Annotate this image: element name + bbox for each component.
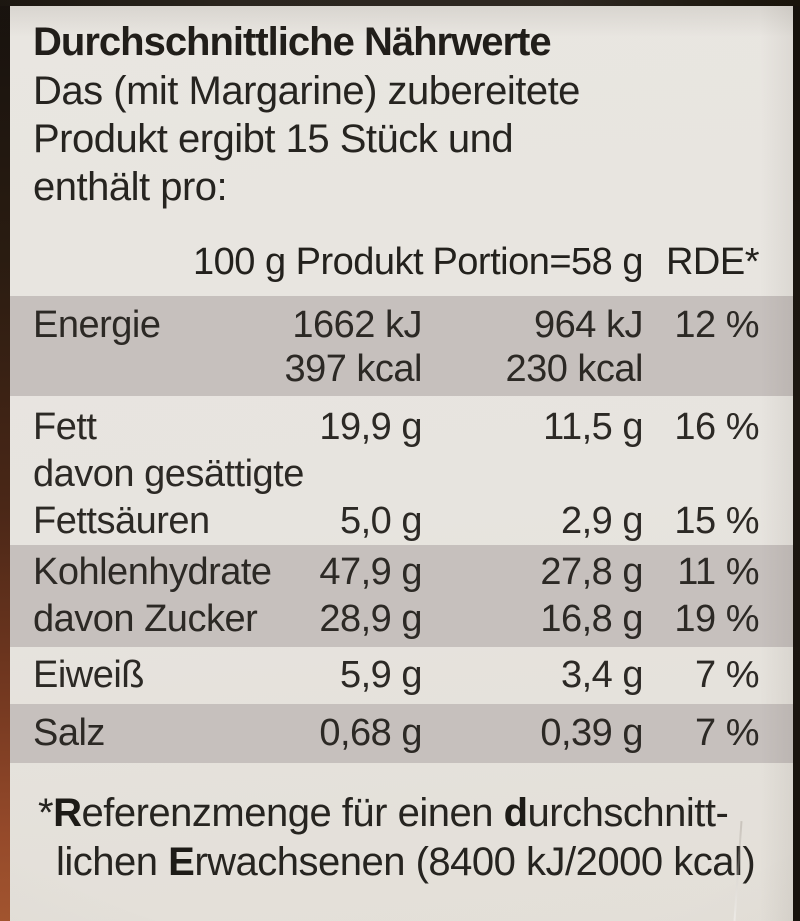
nutrient-value: 15 % xyxy=(674,500,759,542)
table-band-gray: Salz 0,68 g 0,39 g 7 % xyxy=(10,704,793,763)
label-title: Durchschnittliche Nährwerte xyxy=(33,20,552,64)
table-row: davon gesättigte xyxy=(10,451,793,498)
table-row: Eiweiß 5,9 g 3,4 g 7 % xyxy=(10,652,793,699)
table-row: davon Zucker 28,9 g 16,8 g 19 % xyxy=(10,596,793,643)
table-band-gray: Kohlenhydrate 47,9 g 27,8 g 11 % davon Zucke… xyxy=(10,545,793,647)
table-row: Energie 1662 kJ 964 kJ 12 % xyxy=(10,303,793,347)
nutrition-label: Durchschnittliche Nährwerte Das (mit Mar… xyxy=(10,6,793,921)
nutrient-value: 0,39 g xyxy=(540,712,643,754)
table-body: Energie 1662 kJ 964 kJ 12 % 397 kcal 230 kcal… xyxy=(10,296,793,763)
intro-line-2: Produkt ergibt 15 Stück und xyxy=(33,117,514,161)
nutrient-value xyxy=(643,451,759,498)
footnote-bold-letter: E xyxy=(168,840,195,884)
nutrient-value: 397 kcal xyxy=(284,348,422,390)
footnote-text: eferenzmenge für einen xyxy=(81,791,504,835)
nutrient-name: Kohlenhydrate xyxy=(33,551,272,593)
nutrient-value: 19,9 g xyxy=(319,406,422,448)
nutrient-name: Fettsäuren xyxy=(33,500,210,542)
nutrient-name: Energie xyxy=(33,304,161,346)
package-edge-left xyxy=(0,0,10,921)
package-edge-right xyxy=(793,0,800,921)
column-header-portion: Portion=58 g xyxy=(432,241,643,283)
table-row: Kohlenhydrate 47,9 g 27,8 g 11 % xyxy=(10,549,793,596)
nutrient-value: 2,9 g xyxy=(560,500,644,542)
nutrient-value: 7 % xyxy=(695,654,759,696)
nutrient-value: 964 kJ xyxy=(534,304,643,346)
intro-line-3: enthält pro: xyxy=(33,165,228,209)
table-band-white: Eiweiß 5,9 g 3,4 g 7 % xyxy=(10,647,793,704)
nutrient-value xyxy=(422,451,643,498)
nutrient-value: 27,8 g xyxy=(540,551,643,593)
column-header-empty xyxy=(33,237,193,287)
nutrient-name xyxy=(33,347,193,391)
nutrient-name: davon gesättigte xyxy=(33,453,304,495)
rde-footnote: *Referenzmenge für einen durchschnitt-li… xyxy=(38,789,763,887)
nutrient-value: 1662 kJ xyxy=(292,304,422,346)
nutrient-value: 230 kcal xyxy=(505,348,643,390)
footnote-bold-letter: R xyxy=(53,791,82,835)
table-header-row: 100 g Produkt Portion=58 g RDE* xyxy=(10,237,793,287)
footnote-bold-letter: d xyxy=(503,791,528,835)
nutrient-value: 5,0 g xyxy=(339,500,423,542)
package-edge-top xyxy=(0,0,800,6)
footnote-text: * xyxy=(38,791,54,835)
nutrient-name: Eiweiß xyxy=(33,654,145,696)
footnote-text: rwachsenen (8400 kJ/2000 kcal) xyxy=(194,840,756,884)
footnote-line: *Referenzmenge für einen durchschnitt- xyxy=(38,789,763,838)
nutrient-name: davon Zucker xyxy=(33,598,258,640)
table-row: 397 kcal 230 kcal xyxy=(10,347,793,391)
nutrient-value: 19 % xyxy=(674,598,759,640)
nutrient-value: 28,9 g xyxy=(319,598,422,640)
nutrient-value: 0,68 g xyxy=(319,712,422,754)
nutrient-value: 16 % xyxy=(674,406,759,448)
nutrient-value: 12 % xyxy=(674,304,759,346)
nutrient-value: 5,9 g xyxy=(339,654,423,696)
nutrient-value xyxy=(643,347,759,391)
table-band-white: Fett 19,9 g 11,5 g 16 % davon gesättigte Fett… xyxy=(10,396,793,545)
footnote-text: urchschnitt- xyxy=(527,791,729,835)
intro-text: Das (mit Margarine) zubereitete Produkt … xyxy=(33,67,793,211)
nutrient-value: 7 % xyxy=(695,712,759,754)
table-band-gray: Energie 1662 kJ 964 kJ 12 % 397 kcal 230 kcal xyxy=(10,296,793,396)
footnote-line: lichen Erwachsenen (8400 kJ/2000 kcal) xyxy=(38,838,763,887)
nutrient-value xyxy=(193,451,422,498)
nutrient-value: 3,4 g xyxy=(560,654,644,696)
nutrient-name: Fett xyxy=(33,406,97,448)
nutrient-value: 47,9 g xyxy=(319,551,422,593)
intro-line-1: Das (mit Margarine) zubereitete xyxy=(33,69,580,113)
column-header-100g-produkt: 100 g Produkt xyxy=(193,241,424,283)
table-row: Fettsäuren 5,0 g 2,9 g 15 % xyxy=(10,498,793,545)
column-header-rde: RDE* xyxy=(665,241,760,283)
nutrient-value: 16,8 g xyxy=(540,598,643,640)
footnote-text: lichen xyxy=(56,840,169,884)
nutrition-table: 100 g Produkt Portion=58 g RDE* Energie 1… xyxy=(10,237,793,763)
nutrient-name: Salz xyxy=(33,712,105,754)
nutrient-value: 11,5 g xyxy=(543,406,643,448)
table-row: Fett 19,9 g 11,5 g 16 % xyxy=(10,404,793,451)
nutrient-value: 11 % xyxy=(677,551,759,593)
table-row: Salz 0,68 g 0,39 g 7 % xyxy=(10,710,793,757)
